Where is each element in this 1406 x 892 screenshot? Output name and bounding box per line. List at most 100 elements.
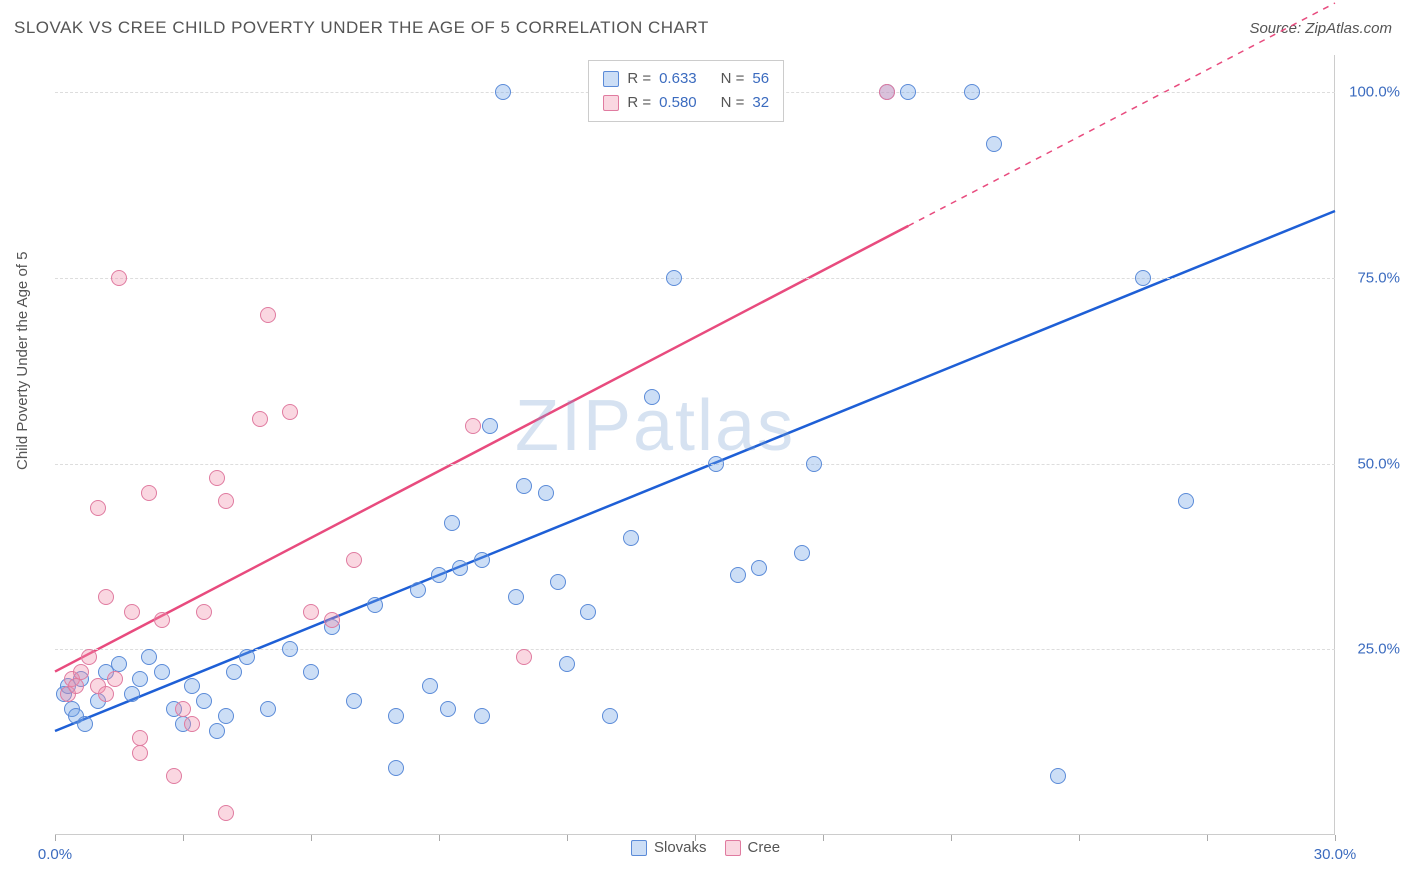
data-point: [388, 760, 404, 776]
x-tick: [1079, 835, 1080, 841]
legend-series-label: Slovaks: [654, 839, 707, 856]
legend-r-value: 0.580: [659, 91, 697, 115]
data-point: [141, 485, 157, 501]
data-point: [346, 693, 362, 709]
data-point: [346, 552, 362, 568]
data-point: [538, 485, 554, 501]
data-point: [239, 649, 255, 665]
x-tick: [1335, 835, 1336, 841]
data-point: [388, 708, 404, 724]
data-point: [516, 649, 532, 665]
data-point: [81, 649, 97, 665]
data-point: [644, 389, 660, 405]
data-point: [77, 716, 93, 732]
data-point: [474, 552, 490, 568]
data-point: [602, 708, 618, 724]
data-point: [111, 656, 127, 672]
data-point: [196, 604, 212, 620]
legend-r-value: 0.633: [659, 67, 697, 91]
legend-series-item: Slovaks: [631, 839, 707, 856]
data-point: [90, 500, 106, 516]
data-point: [209, 723, 225, 739]
data-point: [154, 664, 170, 680]
x-tick: [183, 835, 184, 841]
data-point: [495, 84, 511, 100]
data-point: [154, 612, 170, 628]
data-point: [303, 664, 319, 680]
data-point: [132, 745, 148, 761]
data-point: [794, 545, 810, 561]
legend-swatch: [631, 840, 647, 856]
data-point: [580, 604, 596, 620]
data-point: [410, 582, 426, 598]
data-point: [218, 493, 234, 509]
data-point: [184, 678, 200, 694]
data-point: [107, 671, 123, 687]
data-point: [367, 597, 383, 613]
x-tick-label: 30.0%: [1314, 846, 1357, 863]
data-point: [465, 418, 481, 434]
x-tick: [823, 835, 824, 841]
data-point: [431, 567, 447, 583]
legend-r-label: R =: [627, 91, 651, 115]
data-point: [422, 678, 438, 694]
legend-n-label: N =: [721, 67, 745, 91]
data-point: [623, 530, 639, 546]
data-point: [132, 730, 148, 746]
data-point: [209, 470, 225, 486]
chart-source: Source: ZipAtlas.com: [1249, 20, 1392, 37]
chart-title: SLOVAK VS CREE CHILD POVERTY UNDER THE A…: [14, 18, 709, 38]
data-point: [1135, 270, 1151, 286]
legend-series-item: Cree: [725, 839, 781, 856]
y-tick-label: 75.0%: [1357, 269, 1400, 286]
legend-n-label: N =: [721, 91, 745, 115]
x-tick: [567, 835, 568, 841]
data-point: [730, 567, 746, 583]
data-point: [68, 678, 84, 694]
data-point: [1178, 493, 1194, 509]
data-point: [124, 604, 140, 620]
legend-swatch: [603, 95, 619, 111]
data-point: [964, 84, 980, 100]
data-point: [98, 589, 114, 605]
data-point: [482, 418, 498, 434]
data-point: [132, 671, 148, 687]
data-point: [282, 641, 298, 657]
legend-stats-row: R = 0.633 N = 56: [603, 67, 769, 91]
data-point: [550, 574, 566, 590]
data-point: [175, 701, 191, 717]
x-tick: [311, 835, 312, 841]
x-tick: [55, 835, 56, 841]
plot-area: ZIPatlas 25.0%50.0%75.0%100.0%0.0%30.0%: [55, 55, 1335, 835]
gridline-h: [55, 464, 1335, 465]
legend-stats: R =0.633N =56R =0.580N =32: [588, 60, 784, 122]
trend-lines-svg: [55, 55, 1335, 835]
data-point: [1050, 768, 1066, 784]
data-point: [444, 515, 460, 531]
x-tick: [439, 835, 440, 841]
y-tick-label: 100.0%: [1349, 84, 1400, 101]
data-point: [166, 768, 182, 784]
data-point: [218, 805, 234, 821]
data-point: [303, 604, 319, 620]
legend-r-label: R =: [627, 67, 651, 91]
data-point: [452, 560, 468, 576]
data-point: [440, 701, 456, 717]
data-point: [708, 456, 724, 472]
data-point: [900, 84, 916, 100]
data-point: [184, 716, 200, 732]
x-tick: [951, 835, 952, 841]
legend-swatch: [725, 840, 741, 856]
data-point: [559, 656, 575, 672]
data-point: [252, 411, 268, 427]
chart-header: SLOVAK VS CREE CHILD POVERTY UNDER THE A…: [14, 18, 1392, 38]
data-point: [260, 701, 276, 717]
data-point: [98, 686, 114, 702]
x-tick: [1207, 835, 1208, 841]
y-tick-label: 50.0%: [1357, 455, 1400, 472]
data-point: [986, 136, 1002, 152]
data-point: [508, 589, 524, 605]
legend-series-label: Cree: [748, 839, 781, 856]
data-point: [141, 649, 157, 665]
legend-n-value: 56: [752, 67, 769, 91]
